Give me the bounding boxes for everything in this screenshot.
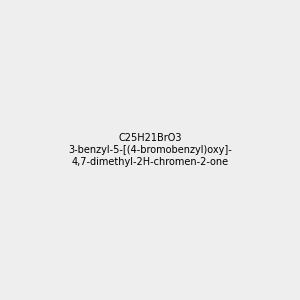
Text: C25H21BrO3
3-benzyl-5-[(4-bromobenzyl)oxy]-
4,7-dimethyl-2H-chromen-2-one: C25H21BrO3 3-benzyl-5-[(4-bromobenzyl)ox… — [68, 134, 232, 166]
